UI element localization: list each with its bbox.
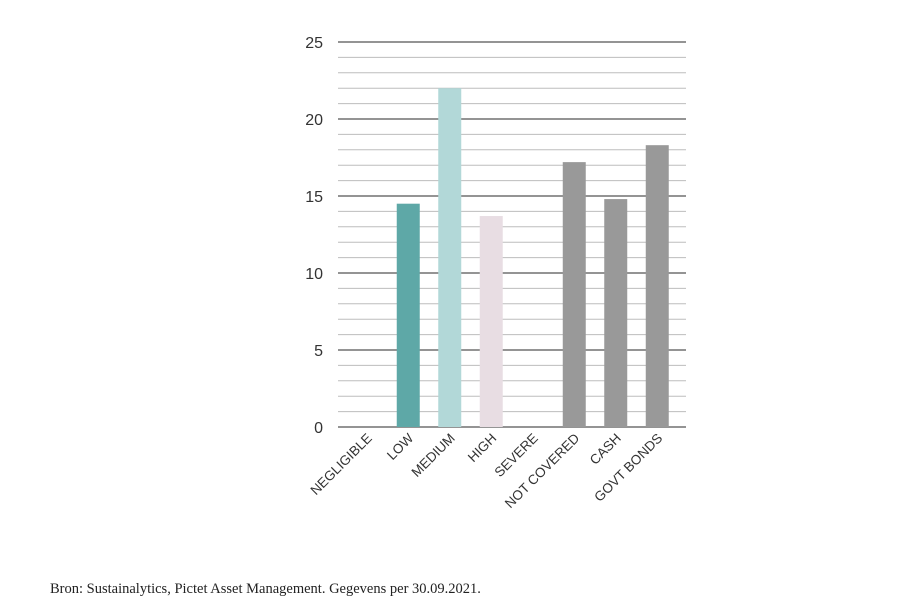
source-note: Bron: Sustainalytics, Pictet Asset Manag… (50, 581, 481, 597)
bar-low (396, 203, 420, 427)
bar-cash (604, 199, 628, 427)
gridlines (338, 41, 686, 428)
bar-medium (438, 88, 462, 427)
x-category-label: NEGLIGIBLE (307, 431, 374, 498)
x-category-label: HIGH (465, 431, 499, 465)
bar-not-covered (562, 162, 586, 427)
y-tick-label: 20 (305, 112, 323, 129)
bar-high (479, 216, 503, 427)
y-tick-label: 15 (305, 189, 323, 206)
bar-govt-bonds (645, 145, 669, 427)
x-category-label: MEDIUM (409, 431, 458, 480)
y-tick-label: 10 (305, 266, 323, 283)
y-tick-label: 5 (314, 343, 323, 360)
x-category-label: NOT COVERED (502, 430, 583, 511)
y-axis-ticks: 0 5 10 15 20 25 (305, 35, 323, 437)
y-tick-label: 0 (314, 420, 323, 437)
x-category-label: CASH (587, 431, 624, 468)
bars (396, 88, 669, 427)
x-category-label: LOW (384, 430, 417, 463)
y-tick-label: 25 (305, 35, 323, 52)
